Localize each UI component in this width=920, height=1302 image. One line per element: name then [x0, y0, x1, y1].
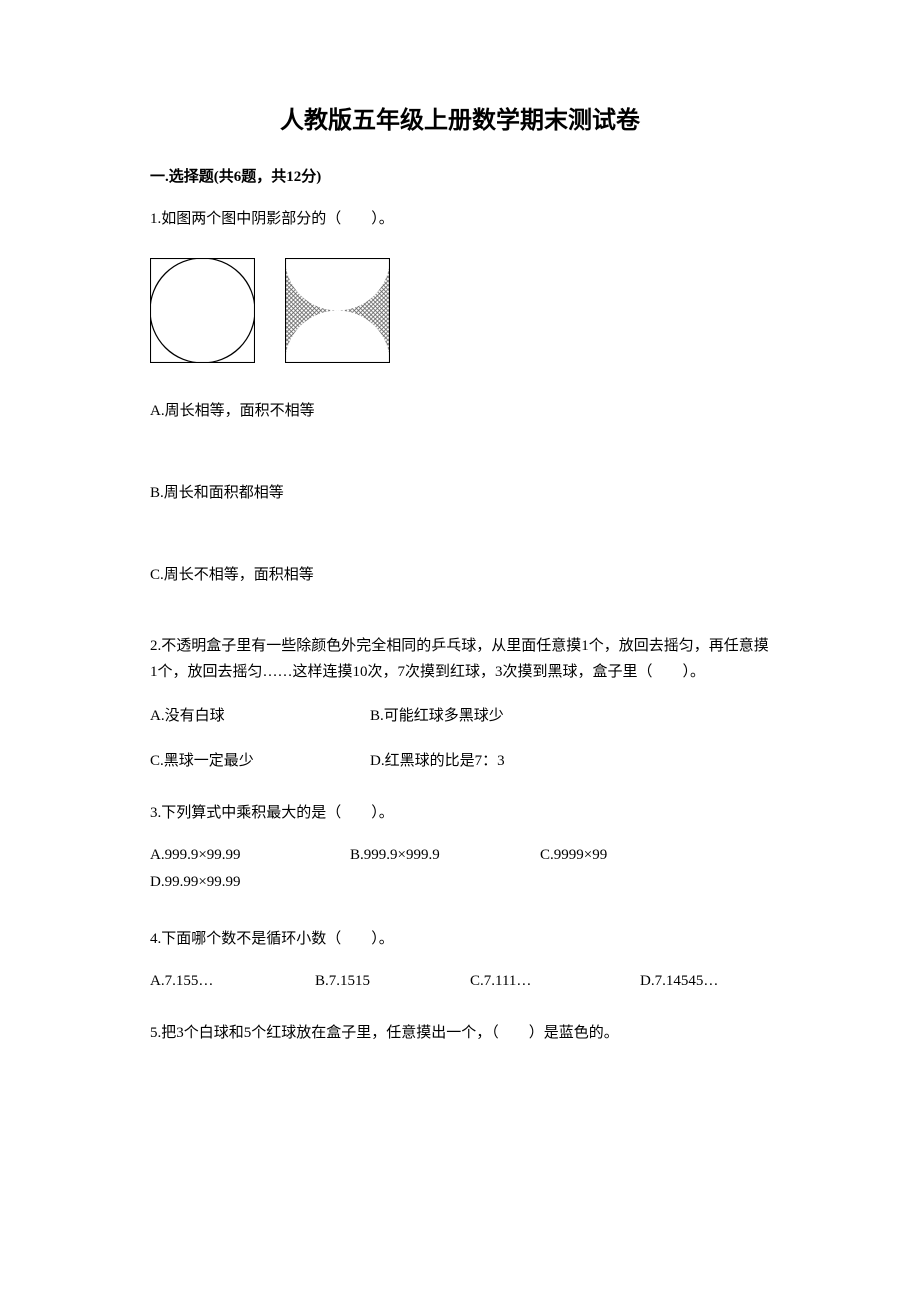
q1-option-a: A.周长相等，面积不相等 — [150, 398, 770, 425]
q1-text: 1.如图两个图中阴影部分的（ ）。 — [150, 206, 770, 233]
question-2: 2.不透明盒子里有一些除颜色外完全相同的乒乓球，从里面任意摸1个，放回去摇匀，再… — [150, 634, 770, 775]
page-title: 人教版五年级上册数学期末测试卷 — [150, 100, 770, 135]
q5-text: 5.把3个白球和5个红球放在盒子里，任意摸出一个，（ ）是蓝色的。 — [150, 1020, 770, 1047]
q1-option-b: B.周长和面积都相等 — [150, 480, 770, 507]
q4-text: 4.下面哪个数不是循环小数（ ）。 — [150, 926, 770, 953]
q2-option-c: C.黑球一定最少 — [150, 748, 370, 775]
question-1: 1.如图两个图中阴影部分的（ ）。 — [150, 206, 770, 589]
q1-figure-left — [150, 258, 255, 363]
question-3: 3.下列算式中乘积最大的是（ ）。 A.999.9×99.99 B.999.9×… — [150, 800, 770, 896]
q1-figure-right — [285, 258, 390, 363]
q4-option-c: C.7.111… — [470, 968, 640, 995]
q3-text: 3.下列算式中乘积最大的是（ ）。 — [150, 800, 770, 827]
q2-option-a: A.没有白球 — [150, 703, 370, 730]
q1-figures — [150, 258, 770, 363]
q3-option-d: D.99.99×99.99 — [150, 869, 241, 896]
question-4: 4.下面哪个数不是循环小数（ ）。 A.7.155… B.7.1515 C.7.… — [150, 926, 770, 995]
question-5: 5.把3个白球和5个红球放在盒子里，任意摸出一个，（ ）是蓝色的。 — [150, 1020, 770, 1047]
q2-option-d: D.红黑球的比是7：3 — [370, 748, 505, 775]
q1-option-c: C.周长不相等，面积相等 — [150, 562, 770, 589]
q3-option-c: C.9999×99 — [540, 842, 700, 869]
q4-option-a: A.7.155… — [150, 968, 315, 995]
q4-option-b: B.7.1515 — [315, 968, 470, 995]
q2-text: 2.不透明盒子里有一些除颜色外完全相同的乒乓球，从里面任意摸1个，放回去摇匀，再… — [150, 634, 770, 685]
q3-option-a: A.999.9×99.99 — [150, 842, 350, 869]
q3-option-b: B.999.9×999.9 — [350, 842, 540, 869]
q2-option-b: B.可能红球多黑球少 — [370, 703, 504, 730]
section-header: 一.选择题(共6题，共12分) — [150, 165, 770, 186]
q4-option-d: D.7.14545… — [640, 968, 718, 995]
